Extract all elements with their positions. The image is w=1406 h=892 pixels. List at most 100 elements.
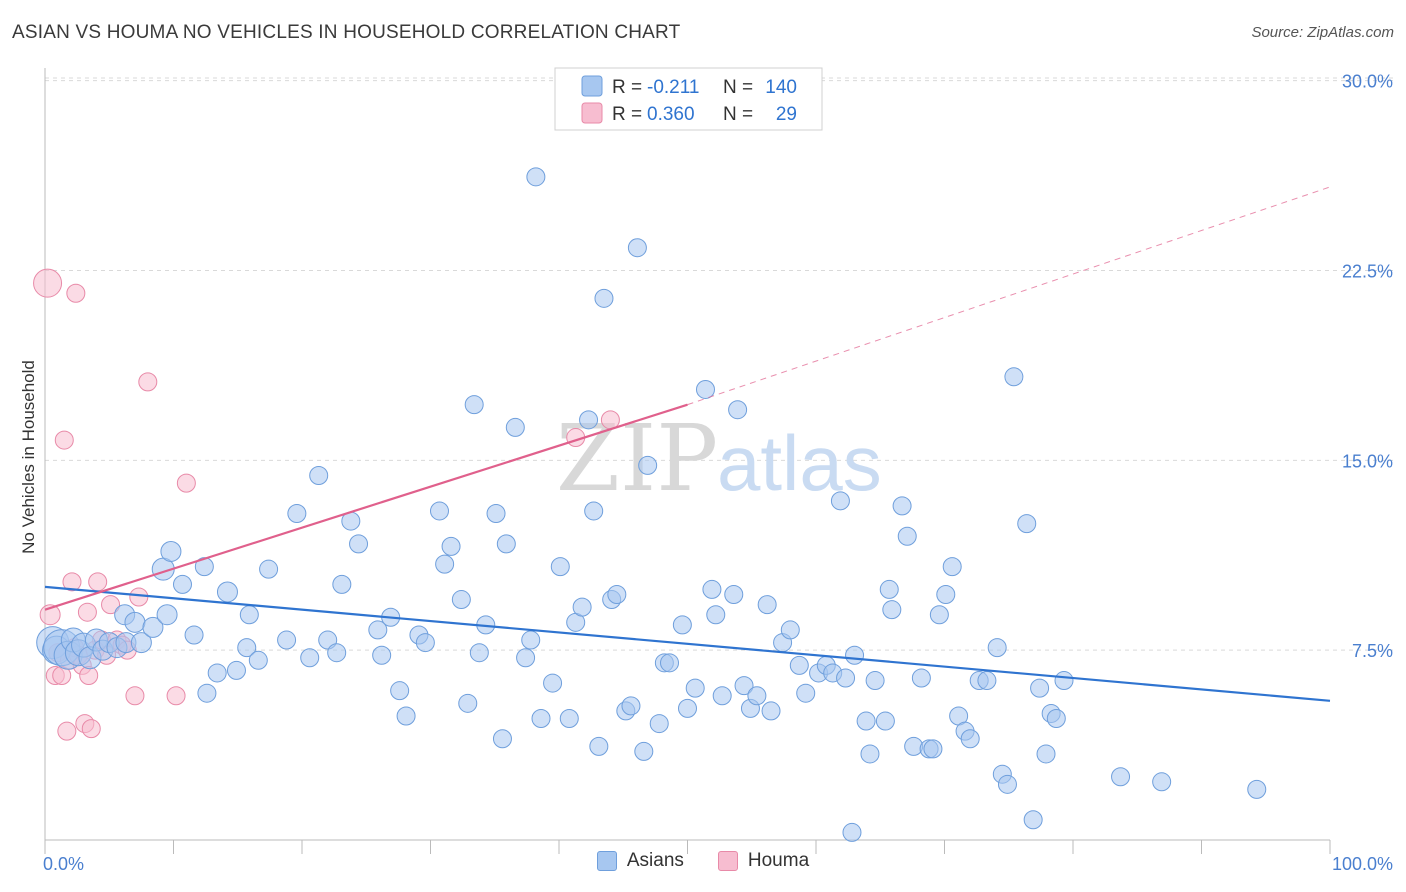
legend-r-value-asian: -0.211 [647, 77, 699, 98]
asian-point-125 [977, 671, 997, 691]
asian-point-32 [287, 503, 307, 523]
asian-point-109 [875, 711, 895, 731]
asian-point-83 [678, 698, 697, 718]
houma-point-28 [166, 686, 186, 706]
asian-point-93 [747, 686, 767, 706]
asian-point-107 [860, 744, 880, 764]
houma-swatch [717, 851, 738, 871]
source-label: Source: ZipAtlas.com [1251, 24, 1394, 41]
asian-point-37 [332, 574, 352, 594]
asian-point-120 [942, 557, 962, 577]
asian-point-77 [634, 741, 654, 761]
asian-point-22 [194, 557, 214, 577]
asian-point-95 [761, 701, 781, 721]
asian-point-19 [160, 540, 182, 562]
legend-n-value-houma: 29 [776, 104, 797, 125]
asian-point-89 [724, 584, 744, 604]
asian-point-76 [627, 238, 647, 258]
asian-point-90 [728, 400, 748, 420]
asian-point-98 [789, 655, 809, 675]
asian-point-140 [842, 822, 862, 842]
asian-point-104 [836, 668, 856, 688]
x-tick-label-start: 0.0% [43, 854, 84, 874]
legend-houma-swatch [581, 102, 603, 124]
asian-point-51 [458, 693, 478, 713]
asian-point-105 [845, 645, 865, 665]
asian-point-106 [856, 711, 876, 731]
legend-asian-swatch [581, 75, 603, 97]
asian-point-31 [277, 630, 297, 650]
houma-trend-line [44, 403, 688, 611]
asian-point-25 [216, 581, 238, 603]
houma-point-10 [66, 283, 86, 303]
asian-point-135 [1046, 709, 1066, 729]
asian-point-53 [469, 643, 489, 663]
legend-r-value-houma: 0.360 [647, 104, 695, 125]
asian-point-46 [415, 633, 435, 653]
asian-point-81 [660, 653, 680, 673]
asian-point-99 [796, 683, 816, 703]
asian-point-103 [830, 491, 850, 511]
y-axis-label: No Vehicles in Household [19, 360, 38, 554]
asian-point-40 [368, 620, 388, 640]
asian-point-113 [897, 526, 917, 546]
asian-point-33 [300, 648, 320, 668]
legend-n-value-asian: 140 [765, 77, 797, 98]
asian-point-70 [589, 736, 609, 756]
y-tick-label-0: 7.5% [1352, 641, 1393, 661]
legend-n-label-houma: N = [723, 104, 753, 125]
houma-point-16 [81, 719, 101, 739]
asian-point-52 [464, 395, 484, 415]
asian-point-86 [702, 579, 722, 599]
houma-point-26 [129, 587, 149, 607]
houma-point-29 [176, 473, 196, 493]
asian-point-41 [372, 645, 392, 665]
asian-point-15 [130, 632, 152, 654]
y-tick-label-2: 22.5% [1342, 261, 1393, 281]
asian-point-27 [237, 638, 257, 658]
houma-point-25 [125, 686, 145, 706]
asian-point-85 [695, 379, 715, 399]
y-tick-label-1: 15.0% [1342, 451, 1393, 471]
houma-point-5 [54, 430, 74, 450]
asian-point-65 [559, 709, 579, 729]
asian-point-88 [712, 686, 732, 706]
asians-swatch [596, 851, 617, 871]
asian-point-61 [531, 709, 551, 729]
asian-point-110 [879, 579, 899, 599]
stats-legend: R = -0.211 N = 140 R = 0.360 N = 29 [554, 67, 823, 131]
houma-point-0 [33, 268, 63, 298]
asian-point-94 [757, 595, 777, 615]
houma-point-8 [62, 572, 82, 592]
legend-r-label-houma: R = [612, 104, 642, 125]
asian-point-39 [349, 534, 369, 554]
asian-point-136 [1054, 671, 1074, 691]
asian-point-64 [550, 557, 570, 577]
asian-point-115 [911, 668, 931, 688]
asian-point-131 [1023, 810, 1043, 830]
asian-point-129 [1004, 367, 1024, 387]
houma-point-6 [57, 721, 77, 741]
asian-point-34 [309, 466, 329, 486]
asians-label: Asians [626, 850, 684, 871]
asian-point-82 [672, 615, 692, 635]
houma-points [33, 268, 620, 741]
asian-point-26 [226, 660, 246, 680]
asian-point-91 [734, 676, 754, 696]
asian-point-138 [1152, 772, 1172, 792]
asian-point-63 [543, 673, 563, 693]
asian-point-126 [987, 638, 1007, 658]
asian-point-18 [156, 604, 178, 626]
asian-point-123 [960, 729, 980, 749]
asian-point-62 [526, 167, 546, 187]
asian-point-71 [594, 288, 614, 308]
asian-point-97 [780, 620, 800, 640]
houma-point-21 [101, 595, 121, 615]
legend-n-label-asian: N = [723, 77, 753, 98]
asian-point-78 [638, 455, 658, 475]
y-tick-label-3: 30.0% [1342, 72, 1393, 92]
watermark: ZIP atlas [556, 405, 882, 512]
asian-point-73 [607, 584, 627, 604]
asian-point-14 [124, 611, 146, 633]
